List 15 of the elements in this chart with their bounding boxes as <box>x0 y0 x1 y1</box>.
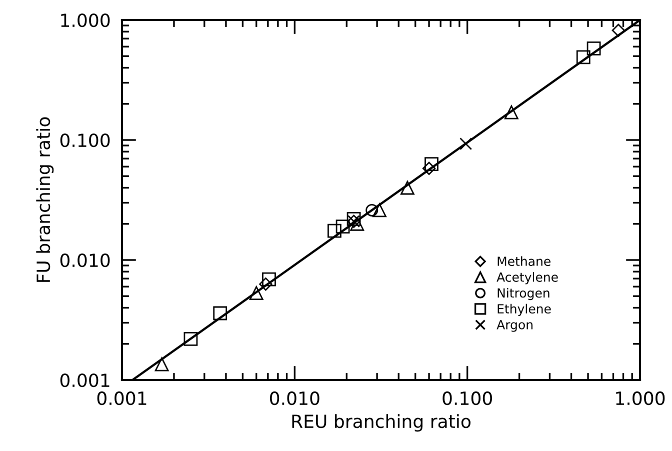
legend-label: Ethylene <box>498 304 551 316</box>
x-axis-title: REU branching ratio <box>292 414 470 432</box>
y-tick-label: 0.010 <box>60 253 110 268</box>
x-tick-label: 1.000 <box>616 391 665 406</box>
y-axis-title: FU branching ratio <box>36 117 54 282</box>
x-tick-label: 0.001 <box>97 391 146 406</box>
x-tick-label: 0.010 <box>270 391 320 406</box>
legend-label: Argon <box>496 320 532 332</box>
legend-label: Nitrogen <box>498 288 550 300</box>
x-tick-label: 0.100 <box>442 391 492 406</box>
legend-label: Acetylene <box>496 272 558 284</box>
y-tick-label: 0.001 <box>60 373 110 388</box>
y-tick-label: 1.000 <box>61 13 110 28</box>
y-tick-label: 0.100 <box>60 133 110 148</box>
legend-label: Methane <box>498 256 550 266</box>
